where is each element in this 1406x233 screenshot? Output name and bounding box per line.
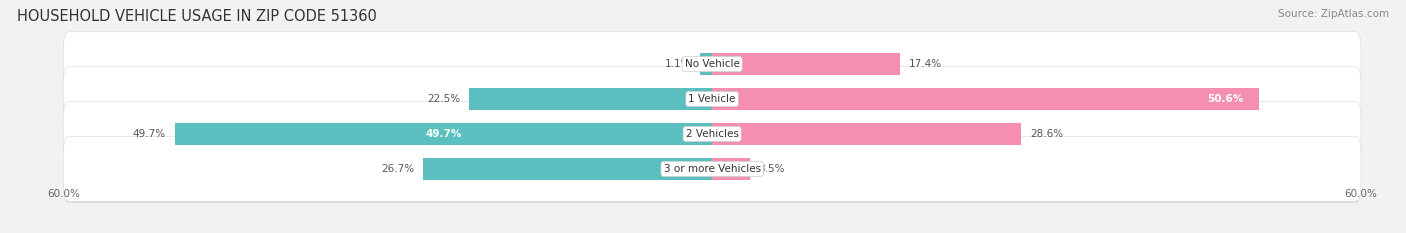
Text: 2 Vehicles: 2 Vehicles [686, 129, 738, 139]
Text: 3.5%: 3.5% [759, 164, 785, 174]
Text: 1 Vehicle: 1 Vehicle [689, 94, 735, 104]
Bar [423, 158, 713, 180]
Text: HOUSEHOLD VEHICLE USAGE IN ZIP CODE 51360: HOUSEHOLD VEHICLE USAGE IN ZIP CODE 5136… [17, 9, 377, 24]
Bar [700, 53, 713, 75]
Text: 22.5%: 22.5% [427, 94, 460, 104]
Text: 28.6%: 28.6% [1031, 129, 1063, 139]
Bar [468, 88, 713, 110]
Text: 1.1%: 1.1% [665, 59, 692, 69]
FancyBboxPatch shape [63, 32, 1361, 98]
FancyBboxPatch shape [63, 102, 1361, 166]
Text: 3 or more Vehicles: 3 or more Vehicles [664, 164, 761, 174]
Text: Source: ZipAtlas.com: Source: ZipAtlas.com [1278, 9, 1389, 19]
Text: No Vehicle: No Vehicle [685, 59, 740, 69]
Text: 26.7%: 26.7% [381, 164, 415, 174]
Text: 50.6%: 50.6% [1206, 94, 1243, 104]
FancyBboxPatch shape [63, 102, 1361, 168]
Bar [713, 53, 900, 75]
FancyBboxPatch shape [63, 32, 1361, 96]
FancyBboxPatch shape [63, 137, 1361, 201]
FancyBboxPatch shape [63, 137, 1361, 203]
Text: 49.7%: 49.7% [425, 129, 461, 139]
FancyBboxPatch shape [63, 67, 1361, 131]
Bar [174, 123, 713, 145]
Bar [713, 158, 749, 180]
Bar [713, 123, 1021, 145]
Bar [713, 88, 1260, 110]
Text: 49.7%: 49.7% [134, 129, 166, 139]
FancyBboxPatch shape [63, 67, 1361, 133]
Text: 17.4%: 17.4% [908, 59, 942, 69]
